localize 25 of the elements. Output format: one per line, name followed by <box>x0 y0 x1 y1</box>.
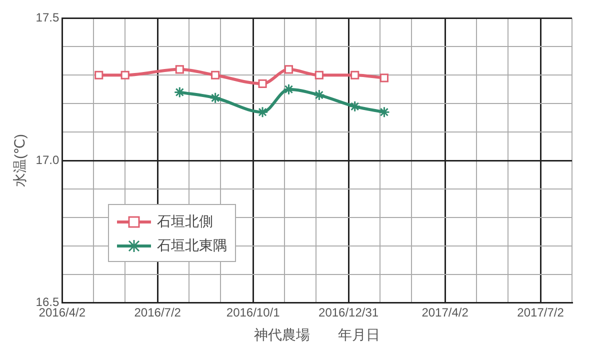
point <box>314 70 324 80</box>
point <box>174 86 186 98</box>
y-axis-title: 水温(℃) <box>11 134 28 188</box>
point <box>120 70 130 80</box>
x-tick-label: 2016/12/31 <box>318 305 379 320</box>
point <box>94 70 104 80</box>
y-tick-label: 17.0 <box>36 152 60 167</box>
x-axis-title: 神代農場 年月日 <box>254 326 380 342</box>
point <box>211 70 220 80</box>
point <box>175 65 184 74</box>
legend-label: 石垣北東隅 <box>157 237 227 253</box>
x-tick-label: 2016/7/2 <box>134 305 182 320</box>
x-tick-label: 2016/10/1 <box>226 305 280 320</box>
y-tick-label: 17.5 <box>36 10 60 25</box>
point <box>349 100 361 112</box>
point <box>313 89 325 101</box>
point <box>350 70 360 80</box>
point <box>378 106 390 118</box>
point <box>210 92 222 104</box>
x-tick-label: 2017/7/2 <box>517 305 564 320</box>
point <box>380 74 389 82</box>
point <box>284 65 294 74</box>
x-tick-label: 2017/4/2 <box>422 305 469 320</box>
point <box>258 79 267 88</box>
legend-label: 石垣北側 <box>157 213 213 229</box>
